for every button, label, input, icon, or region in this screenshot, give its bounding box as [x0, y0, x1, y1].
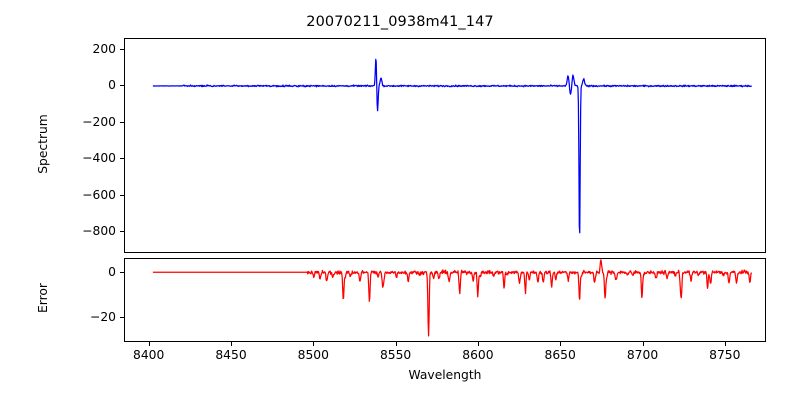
spectrum-ytick-mark: [120, 48, 124, 50]
x-tick-label: 8550: [379, 348, 412, 362]
spectrum-ytick-mark: [120, 194, 124, 196]
x-tick-mark: [724, 342, 726, 346]
spectrum-ytick-label: 200: [92, 41, 116, 56]
spectrum-ytick-label: −400: [82, 151, 116, 166]
spectrum-ytick-label: −600: [82, 187, 116, 202]
spectrum-axis-label: Spectrum: [36, 113, 50, 174]
spectrum-ytick-label: 0: [108, 78, 116, 93]
figure-title: 20070211_0938m41_147: [306, 14, 494, 30]
spectrum-plot-area: [124, 38, 766, 253]
x-tick-label: 8600: [462, 348, 494, 362]
x-tick-mark: [148, 342, 150, 346]
x-tick-label: 8750: [709, 348, 741, 362]
spectrum-ytick-label: −200: [82, 114, 116, 129]
error-ytick-label: −20: [90, 310, 116, 324]
error-axis-label: Error: [36, 283, 50, 313]
error-ytick-mark: [120, 271, 124, 273]
x-tick-mark: [313, 342, 315, 346]
x-tick-mark: [395, 342, 397, 346]
x-tick-label: 8700: [626, 348, 659, 362]
spectrum-ytick-mark: [120, 85, 124, 87]
spectrum-trace-svg: [125, 39, 765, 252]
x-tick-mark: [642, 342, 644, 346]
error-plot-area: [124, 258, 766, 342]
x-tick-label: 8650: [544, 348, 576, 362]
error-ytick-label: 0: [108, 264, 116, 279]
error-trace-svg: [125, 259, 765, 341]
spectrum-ytick-label: −800: [82, 224, 116, 239]
x-tick-label: 8500: [297, 348, 329, 362]
x-tick-mark: [231, 342, 233, 346]
spectrum-ytick-mark: [120, 231, 124, 233]
error-ytick-mark: [120, 317, 124, 319]
error-line: [153, 260, 752, 336]
spectrum-ytick-mark: [120, 121, 124, 123]
x-tick-mark: [477, 342, 479, 346]
x-tick-label: 8400: [133, 348, 165, 362]
spectrum-line: [153, 59, 752, 232]
x-tick-label: 8450: [215, 348, 247, 362]
x-tick-mark: [560, 342, 562, 346]
x-axis-label: Wavelength: [408, 368, 482, 382]
spectrum-ytick-mark: [120, 158, 124, 160]
